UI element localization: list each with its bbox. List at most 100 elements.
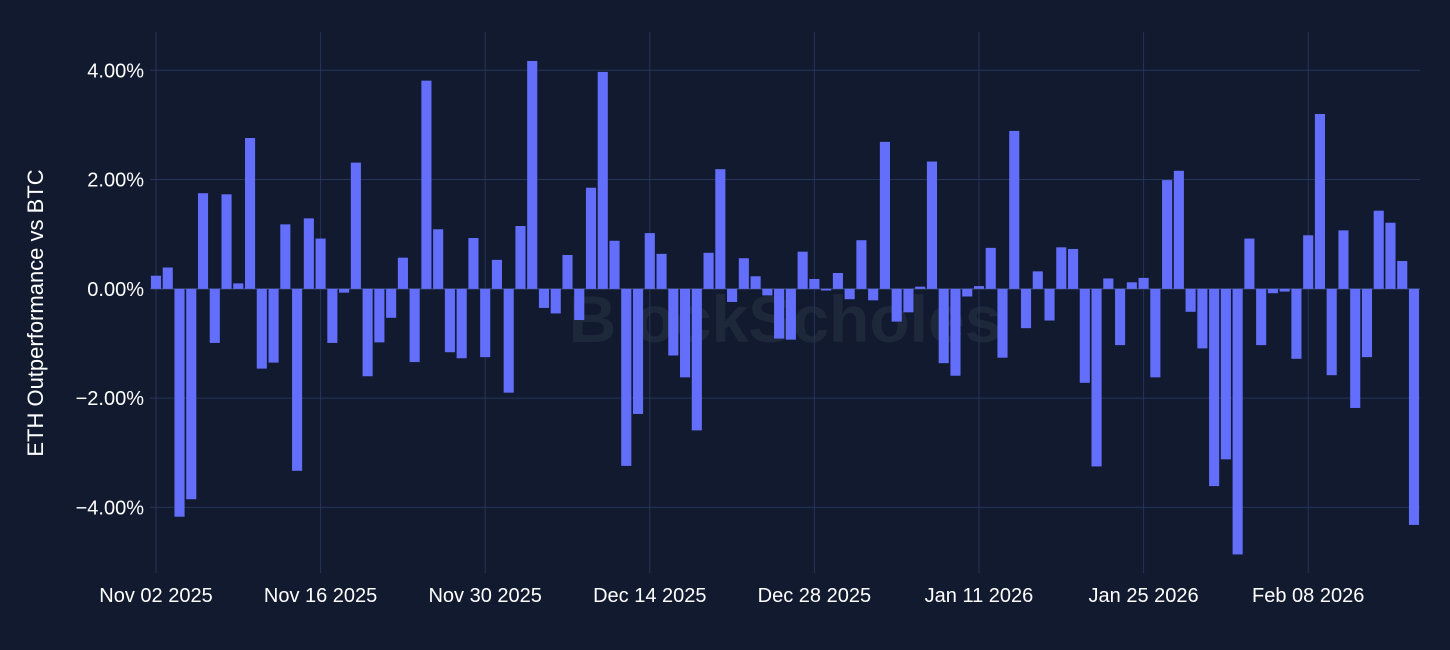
bar (433, 229, 444, 289)
bar (245, 138, 256, 289)
bar (809, 279, 820, 289)
bar (174, 288, 185, 517)
bar (1185, 288, 1196, 312)
bar (1244, 238, 1255, 289)
bar (527, 60, 538, 289)
bar (1232, 288, 1243, 555)
bar (1103, 278, 1114, 289)
bar (1256, 288, 1267, 346)
bar (303, 218, 314, 289)
bar (1020, 288, 1032, 329)
bar (1138, 277, 1149, 289)
bar (386, 288, 397, 318)
bar (926, 161, 938, 289)
bar (362, 288, 373, 377)
x-tick-label: Nov 16 2025 (264, 585, 377, 607)
x-tick-label: Feb 08 2026 (1252, 585, 1364, 607)
x-tick-label: Dec 28 2025 (758, 585, 871, 607)
bar (186, 288, 197, 500)
bar (503, 288, 514, 393)
y-tick-label: 0.00% (87, 279, 144, 301)
bar (1115, 288, 1126, 346)
bar (315, 238, 326, 289)
bar (292, 288, 303, 471)
bar (985, 247, 996, 289)
bar-series (150, 60, 1420, 555)
bar (1044, 288, 1055, 321)
bar (891, 288, 902, 322)
bar (1408, 288, 1420, 525)
bar (1291, 288, 1302, 359)
bar (421, 80, 432, 289)
bar (762, 288, 773, 296)
bar (150, 275, 162, 289)
bar (444, 288, 455, 353)
y-tick-label: −2.00% (76, 388, 145, 410)
bar (774, 288, 785, 339)
bar (621, 288, 632, 466)
bar (1079, 288, 1090, 383)
x-tick-label: Nov 30 2025 (428, 585, 541, 607)
bar (703, 252, 714, 289)
bar (491, 259, 503, 289)
bar (1032, 271, 1043, 289)
bar (644, 233, 655, 289)
bar (668, 288, 679, 356)
bar (327, 288, 338, 343)
bar (350, 162, 361, 289)
x-axis-ticks: Nov 02 2025 Nov 16 2025 Nov 30 2025 Dec 14 … (99, 585, 1364, 607)
bar (656, 253, 667, 289)
bar (938, 288, 949, 364)
y-tick-label: −4.00% (76, 497, 145, 519)
bar (233, 283, 244, 289)
bar (856, 240, 867, 289)
bar (1267, 288, 1278, 294)
bar (1397, 260, 1408, 289)
x-tick-label: Dec 14 2025 (593, 585, 706, 607)
bar (950, 288, 961, 376)
bar (915, 286, 926, 289)
bar (797, 251, 808, 289)
bar (1350, 288, 1361, 408)
bar (397, 257, 408, 289)
bar (821, 288, 832, 291)
bar (785, 288, 796, 340)
bar (879, 141, 890, 289)
bar (1056, 247, 1067, 289)
bar (1314, 113, 1325, 289)
bar (339, 288, 350, 293)
bar (562, 254, 573, 289)
y-axis-label: ETH Outperformance vs BTC (23, 169, 48, 456)
bar (962, 288, 973, 297)
y-tick-label: 4.00% (87, 60, 144, 82)
bar (750, 276, 761, 289)
bar (738, 258, 749, 289)
bar (1279, 288, 1290, 292)
bar (1009, 130, 1020, 289)
bar (280, 224, 291, 289)
bar (585, 187, 597, 289)
y-axis-ticks: 4.00% 2.00% 0.00% −2.00% −4.00% (76, 60, 145, 519)
bar (409, 288, 420, 363)
bar (1067, 248, 1079, 289)
bar (374, 288, 385, 343)
bar (1373, 210, 1384, 289)
bar (1126, 282, 1137, 289)
bar (550, 288, 561, 314)
bar (197, 193, 209, 289)
bar (1150, 288, 1161, 378)
bar (162, 267, 173, 289)
bar (538, 288, 550, 308)
y-tick-label: 2.00% (87, 170, 144, 192)
bar (1209, 288, 1220, 487)
bar (903, 288, 914, 313)
bar (456, 288, 467, 359)
bar (574, 288, 585, 320)
bar (1385, 222, 1396, 289)
bar (209, 288, 220, 343)
bar (973, 286, 985, 289)
bar (1162, 180, 1173, 289)
bar (691, 288, 702, 431)
bar (832, 272, 843, 289)
